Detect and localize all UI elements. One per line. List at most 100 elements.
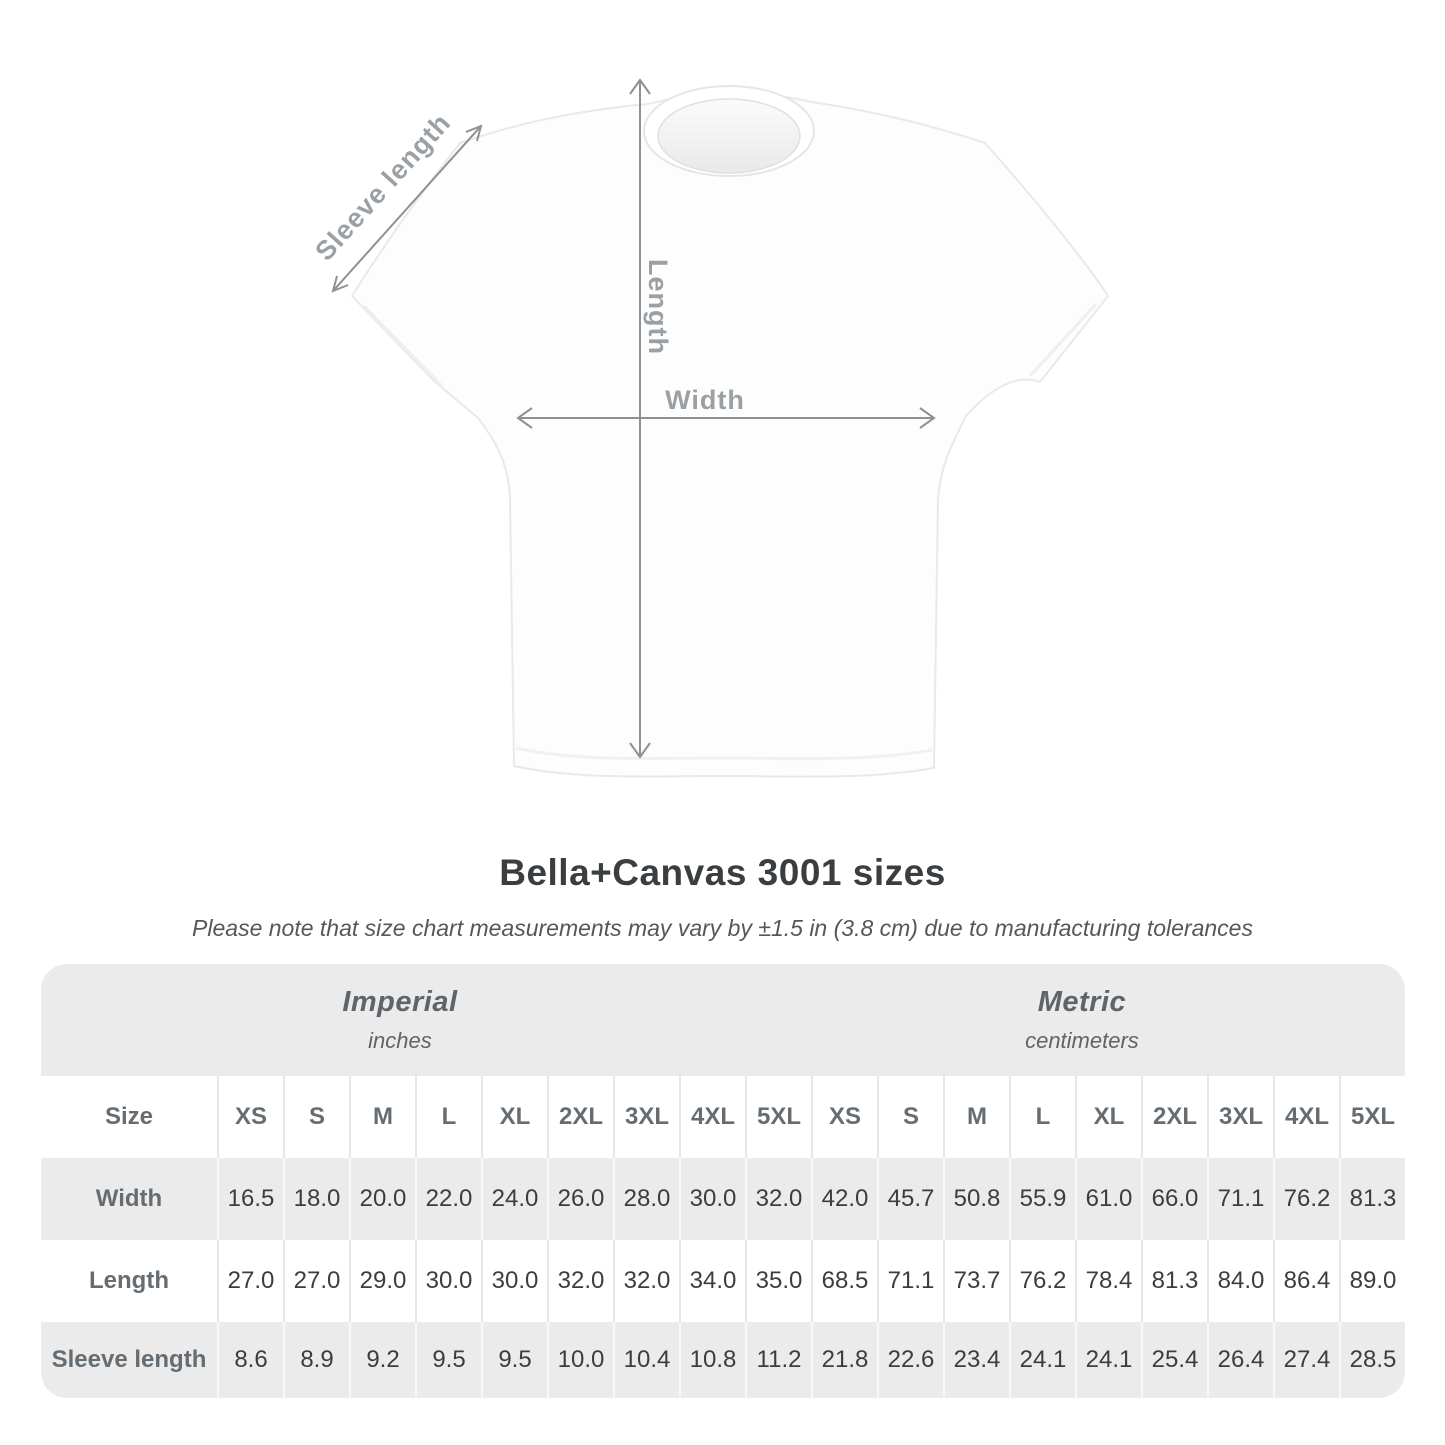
- size-header: XS: [217, 1076, 283, 1158]
- cell-value: 16.5: [217, 1158, 283, 1240]
- metric-unit: centimeters: [1025, 1028, 1139, 1053]
- size-header: 5XL: [745, 1076, 811, 1158]
- left-cuff-seam: [362, 304, 444, 388]
- size-header: M: [943, 1076, 1009, 1158]
- tshirt-body: [351, 92, 1109, 778]
- row-label: Length: [89, 1267, 169, 1294]
- imperial-unit: inches: [368, 1028, 432, 1053]
- row-label: Width: [95, 1185, 163, 1212]
- imperial-label: Imperial: [342, 986, 458, 1018]
- table-row-width: Width 16.5 18.0 20.0 22.0 24.0 26.0 28.0…: [41, 1158, 1405, 1240]
- cell-value: 11.2: [745, 1322, 811, 1398]
- size-header: 4XL: [679, 1076, 745, 1158]
- unit-band-row: Imperial inches Metric centimeters: [41, 964, 1405, 1076]
- cell-value: 73.7: [943, 1240, 1009, 1322]
- size-header: XL: [481, 1076, 547, 1158]
- cell-value: 66.0: [1141, 1158, 1207, 1240]
- size-header: L: [415, 1076, 481, 1158]
- metric-label: Metric: [1037, 986, 1127, 1018]
- cell-value: 28.0: [613, 1158, 679, 1240]
- cell-value: 89.0: [1339, 1240, 1405, 1322]
- cell-value: 25.4: [1141, 1322, 1207, 1398]
- size-header: M: [349, 1076, 415, 1158]
- cell-value: 35.0: [745, 1240, 811, 1322]
- cell-value: 68.5: [811, 1240, 877, 1322]
- cell-value: 10.8: [679, 1322, 745, 1398]
- size-header: 2XL: [1141, 1076, 1207, 1158]
- cell-value: 76.2: [1273, 1158, 1339, 1240]
- size-header: 3XL: [1207, 1076, 1273, 1158]
- cell-value: 30.0: [415, 1240, 481, 1322]
- cell-value: 76.2: [1009, 1240, 1075, 1322]
- cell-value: 9.5: [481, 1322, 547, 1398]
- neck-opening: [657, 98, 801, 174]
- cell-value: 32.0: [613, 1240, 679, 1322]
- right-cuff-seam: [1028, 302, 1098, 378]
- cell-value: 45.7: [877, 1158, 943, 1240]
- cell-value: 26.0: [547, 1158, 613, 1240]
- cell-value: 22.0: [415, 1158, 481, 1240]
- cell-value: 30.0: [679, 1158, 745, 1240]
- table-row-length: Length 27.0 27.0 29.0 30.0 30.0 32.0 32.…: [41, 1240, 1405, 1322]
- cell-value: 27.0: [283, 1240, 349, 1322]
- cell-value: 84.0: [1207, 1240, 1273, 1322]
- cell-value: 78.4: [1075, 1240, 1141, 1322]
- size-header: 2XL: [547, 1076, 613, 1158]
- cell-value: 8.6: [217, 1322, 283, 1398]
- cell-value: 42.0: [811, 1158, 877, 1240]
- cell-value: 21.8: [811, 1322, 877, 1398]
- cell-value: 18.0: [283, 1158, 349, 1240]
- cell-value: 32.0: [745, 1158, 811, 1240]
- size-header: 4XL: [1273, 1076, 1339, 1158]
- cell-value: 86.4: [1273, 1240, 1339, 1322]
- cell-value: 24.1: [1009, 1322, 1075, 1398]
- size-header: XS: [811, 1076, 877, 1158]
- cell-value: 81.3: [1339, 1158, 1405, 1240]
- tolerance-note: Please note that size chart measurements…: [192, 915, 1253, 941]
- tshirt-diagram: Sleeve length Length Width: [309, 78, 1109, 778]
- size-header: S: [877, 1076, 943, 1158]
- cell-value: 32.0: [547, 1240, 613, 1322]
- hem-seam: [515, 746, 933, 761]
- cell-value: 22.6: [877, 1322, 943, 1398]
- size-col-header: Size: [104, 1103, 154, 1130]
- imperial-band: Imperial inches: [41, 964, 759, 1076]
- length-label: Length: [643, 259, 673, 355]
- cell-value: 27.0: [217, 1240, 283, 1322]
- cell-value: 24.0: [481, 1158, 547, 1240]
- width-label: Width: [665, 385, 745, 415]
- row-label: Sleeve length: [51, 1346, 207, 1373]
- size-header-row: Size XS S M L XL 2XL 3XL 4XL 5XL XS S M …: [41, 1076, 1405, 1158]
- cell-value: 81.3: [1141, 1240, 1207, 1322]
- size-table: Imperial inches Metric centimeters Size …: [41, 964, 1405, 1398]
- size-header: XL: [1075, 1076, 1141, 1158]
- cell-value: 55.9: [1009, 1158, 1075, 1240]
- cell-value: 29.0: [349, 1240, 415, 1322]
- cell-value: 9.2: [349, 1322, 415, 1398]
- tshirt-svg: Sleeve length Length Width: [309, 78, 1109, 778]
- size-header: L: [1009, 1076, 1075, 1158]
- cell-value: 30.0: [481, 1240, 547, 1322]
- cell-value: 50.8: [943, 1158, 1009, 1240]
- cell-value: 23.4: [943, 1322, 1009, 1398]
- cell-value: 71.1: [1207, 1158, 1273, 1240]
- size-header: 5XL: [1339, 1076, 1405, 1158]
- cell-value: 71.1: [877, 1240, 943, 1322]
- cell-value: 10.0: [547, 1322, 613, 1398]
- page-title: Bella+Canvas 3001 sizes: [499, 852, 946, 893]
- cell-value: 61.0: [1075, 1158, 1141, 1240]
- cell-value: 8.9: [283, 1322, 349, 1398]
- cell-value: 9.5: [415, 1322, 481, 1398]
- cell-value: 20.0: [349, 1158, 415, 1240]
- width-arrow: [516, 407, 936, 429]
- metric-band: Metric centimeters: [759, 964, 1405, 1076]
- cell-value: 10.4: [613, 1322, 679, 1398]
- cell-value: 26.4: [1207, 1322, 1273, 1398]
- table-row-sleeve-length: Sleeve length 8.6 8.9 9.2 9.5 9.5 10.0 1…: [41, 1322, 1405, 1398]
- size-header: S: [283, 1076, 349, 1158]
- size-header: 3XL: [613, 1076, 679, 1158]
- cell-value: 28.5: [1339, 1322, 1405, 1398]
- cell-value: 34.0: [679, 1240, 745, 1322]
- cell-value: 27.4: [1273, 1322, 1339, 1398]
- cell-value: 24.1: [1075, 1322, 1141, 1398]
